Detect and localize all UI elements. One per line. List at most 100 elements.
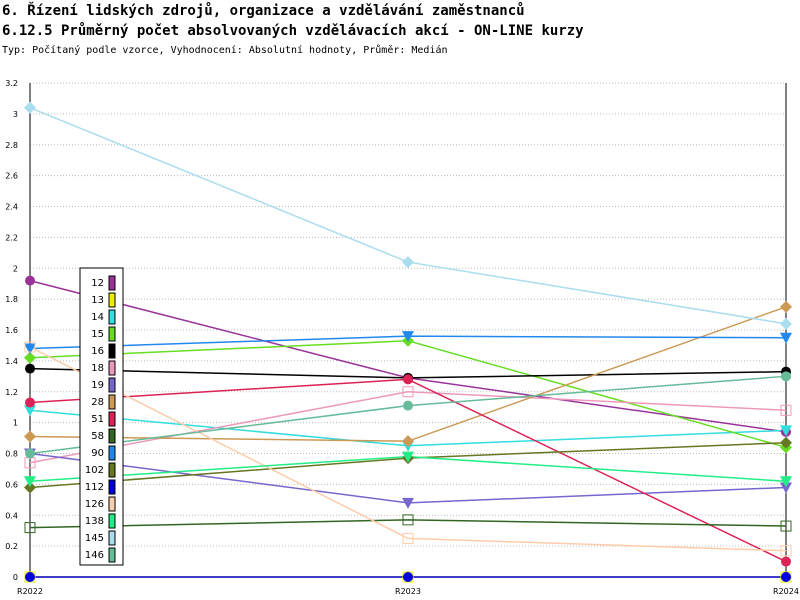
legend-label: 58	[91, 431, 104, 442]
point	[24, 405, 36, 417]
y-tick-label: 3.2	[5, 79, 18, 88]
x-tick-label: R2022	[17, 587, 43, 596]
legend-label: 14	[91, 312, 104, 323]
point	[403, 400, 413, 411]
point	[402, 331, 414, 343]
point	[402, 514, 414, 526]
legend-swatch	[108, 462, 116, 478]
legend-label: 28	[91, 397, 104, 408]
y-tick-label: 0	[13, 573, 18, 582]
point	[780, 317, 792, 330]
legend-swatch	[108, 513, 116, 529]
point	[402, 386, 414, 398]
legend-swatch	[108, 530, 116, 546]
legend-swatch	[108, 275, 116, 291]
legend-label: 51	[91, 414, 104, 425]
point	[25, 448, 35, 459]
point	[780, 425, 792, 437]
x-tick-label: R2023	[395, 587, 421, 596]
legend-swatch	[108, 394, 116, 410]
point	[403, 374, 413, 385]
point	[781, 556, 791, 567]
legend-label: 15	[91, 329, 104, 340]
legend-label: 145	[85, 533, 104, 544]
point	[25, 572, 35, 582]
legend-label: 12	[91, 278, 104, 289]
point	[781, 371, 791, 382]
y-tick-label: 2.8	[5, 141, 18, 150]
point	[25, 397, 35, 408]
legend-label: 138	[85, 516, 104, 527]
point	[781, 572, 791, 582]
series-line	[29, 519, 787, 529]
y-tick-label: 0.4	[5, 511, 18, 520]
point	[402, 435, 414, 448]
point	[780, 404, 792, 416]
point	[24, 351, 36, 364]
point	[24, 343, 36, 355]
y-tick-label: 0.8	[5, 450, 18, 459]
legend-label: 19	[91, 380, 104, 391]
legend-swatch	[108, 377, 116, 393]
point	[24, 341, 36, 353]
point	[402, 532, 414, 544]
point	[24, 481, 36, 494]
legend-swatch	[108, 445, 116, 461]
legend-swatch	[108, 496, 116, 512]
legend-label: 18	[91, 363, 104, 374]
legend-box	[79, 267, 124, 566]
y-tick-label: 3	[13, 110, 18, 119]
point	[780, 436, 792, 449]
point	[780, 300, 792, 313]
legend-swatch	[108, 411, 116, 427]
y-tick-label: 2.6	[5, 172, 18, 181]
point	[402, 256, 414, 269]
series-line	[29, 346, 787, 552]
point	[24, 522, 36, 534]
point	[24, 476, 36, 488]
point	[25, 275, 35, 286]
legend-label: 146	[85, 550, 104, 561]
series-line	[29, 390, 787, 464]
y-tick-label: 1.6	[5, 326, 18, 335]
y-tick-label: 0.6	[5, 480, 18, 489]
legend-label: 16	[91, 346, 104, 357]
y-tick-label: 2.4	[5, 203, 18, 212]
series-line	[29, 340, 787, 449]
title: 6. Řízení lidských zdrojů, organizace a …	[2, 3, 525, 19]
point	[24, 101, 36, 114]
legend-label: 102	[85, 465, 104, 476]
y-tick-label: 2.2	[5, 233, 18, 242]
legend-swatch	[108, 479, 116, 495]
point	[780, 332, 792, 344]
legend-swatch	[108, 343, 116, 359]
legend-swatch	[108, 547, 116, 563]
legend-label: 13	[91, 295, 104, 306]
subtitle: 6.12.5 Průměrný počet absolvovaných vzdě…	[2, 23, 584, 39]
point	[402, 497, 414, 509]
y-tick-label: 1.2	[5, 388, 18, 397]
y-tick-label: 1.8	[5, 295, 18, 304]
y-tick-label: 1.4	[5, 357, 18, 366]
point	[403, 572, 413, 582]
point	[780, 520, 792, 532]
x-tick-label: R2024	[773, 587, 799, 596]
y-tick-label: 0.2	[5, 542, 18, 551]
legend-swatch	[108, 292, 116, 308]
legend-swatch	[108, 428, 116, 444]
y-tick-label: 2	[13, 264, 18, 273]
legend-label: 112	[85, 482, 104, 493]
series-line	[29, 107, 787, 325]
legend-label: 90	[91, 448, 104, 459]
point	[780, 476, 792, 488]
legend-swatch	[108, 309, 116, 325]
point	[25, 363, 35, 374]
legend-swatch	[108, 326, 116, 342]
note: Typ: Počítaný podle vzorce, Vyhodnocení:…	[2, 45, 448, 56]
legend-label: 126	[85, 499, 104, 510]
point	[402, 451, 414, 463]
legend-swatch	[108, 360, 116, 376]
point	[24, 430, 36, 443]
